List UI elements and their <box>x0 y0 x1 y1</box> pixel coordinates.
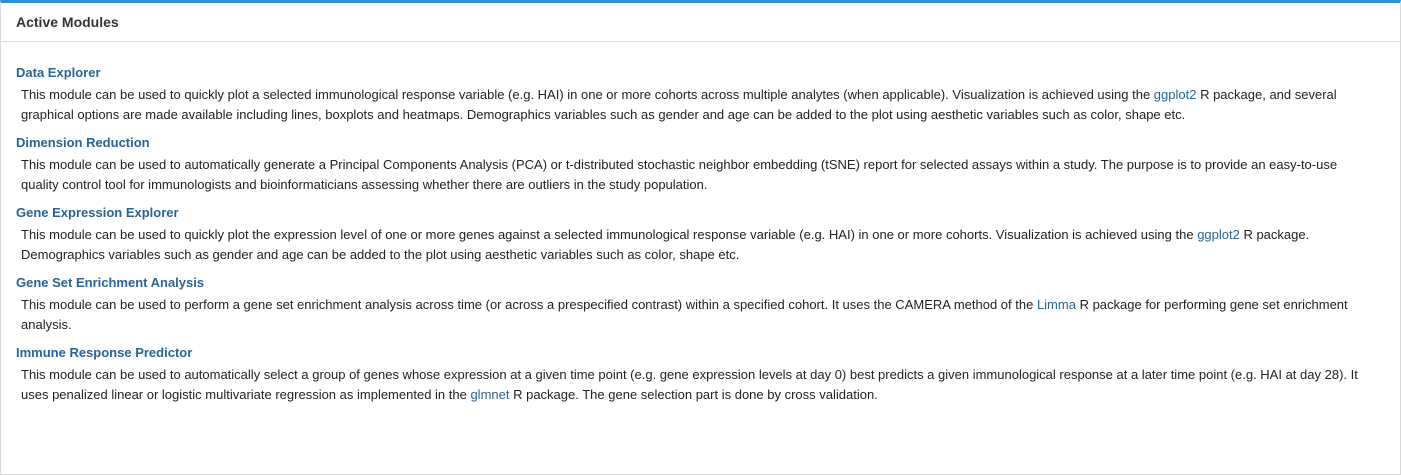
description-text: R package for performing gene set enrich… <box>21 297 1348 332</box>
module-title-link[interactable]: Gene Set Enrichment Analysis <box>16 275 205 290</box>
description-text: This module can be used to perform a gen… <box>21 297 1037 312</box>
module-description: This module can be used to quickly plot … <box>21 85 1385 125</box>
module-title-link[interactable]: Data Explorer <box>16 65 101 80</box>
description-text: R package. Demographics variables such a… <box>21 227 1310 262</box>
module-description: This module can be used to automatically… <box>21 155 1385 195</box>
module-title-link[interactable]: Dimension Reduction <box>16 135 150 150</box>
module-description: This module can be used to perform a gen… <box>21 295 1385 335</box>
module-description: This module can be used to quickly plot … <box>21 225 1385 265</box>
description-text: This module can be used to quickly plot … <box>21 227 1198 242</box>
limma-link[interactable]: Limma <box>1036 297 1076 312</box>
ggplot2-link[interactable]: ggplot2 <box>1197 227 1240 242</box>
module-title-link[interactable]: Immune Response Predictor <box>16 345 193 360</box>
modules-list: Data Explorer This module can be used to… <box>1 42 1400 405</box>
description-text: R package. The gene selection part is do… <box>509 387 878 402</box>
description-text: This module can be used to automatically… <box>21 157 1338 192</box>
module-gene-expression-explorer: Gene Expression Explorer This module can… <box>16 204 1385 265</box>
panel-title: Active Modules <box>1 3 1400 42</box>
description-text: R package, and several graphical options… <box>21 87 1337 122</box>
module-title-link[interactable]: Gene Expression Explorer <box>16 205 179 220</box>
module-dimension-reduction: Dimension Reduction This module can be u… <box>16 134 1385 195</box>
module-gene-set-enrichment-analysis: Gene Set Enrichment Analysis This module… <box>16 274 1385 335</box>
module-data-explorer: Data Explorer This module can be used to… <box>16 64 1385 125</box>
description-text: This module can be used to quickly plot … <box>21 87 1154 102</box>
ggplot2-link[interactable]: ggplot2 <box>1153 87 1197 102</box>
module-description: This module can be used to automatically… <box>21 365 1385 405</box>
module-immune-response-predictor: Immune Response Predictor This module ca… <box>16 344 1385 405</box>
glmnet-link[interactable]: glmnet <box>470 387 510 402</box>
description-text: This module can be used to automatically… <box>21 367 1358 402</box>
